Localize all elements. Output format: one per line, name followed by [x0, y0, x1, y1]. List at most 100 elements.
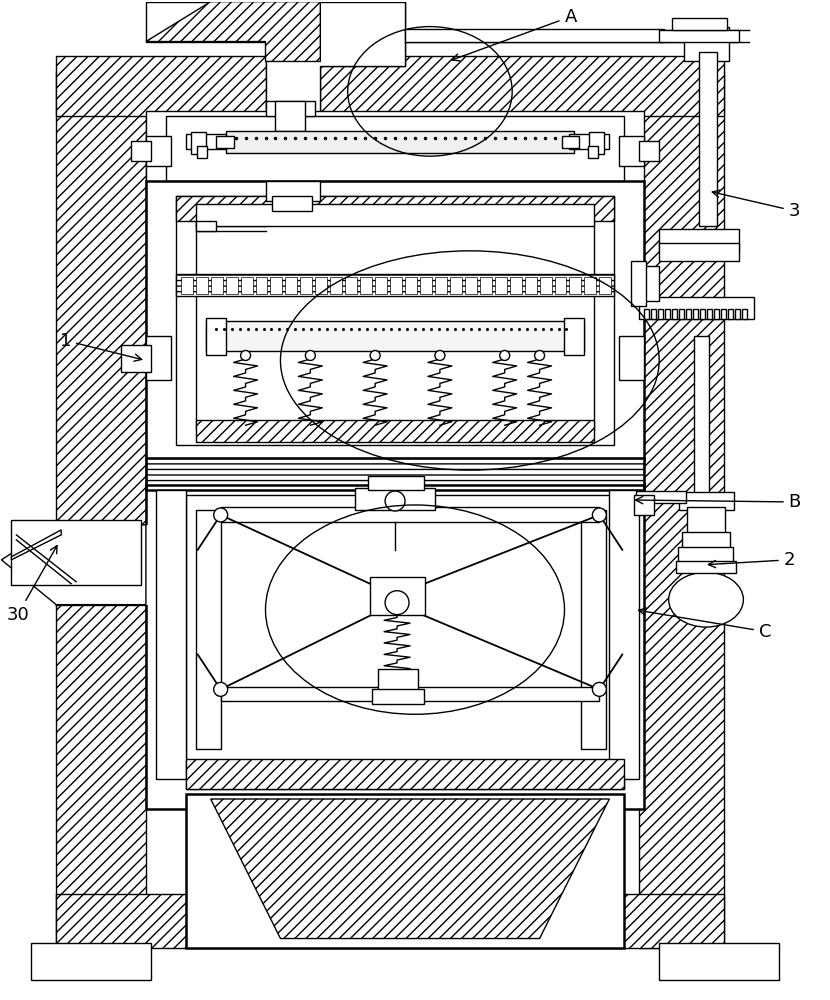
- Bar: [256, 277, 267, 294]
- Bar: [682, 532, 730, 550]
- Bar: [226, 277, 237, 294]
- Bar: [266, 181, 320, 201]
- Bar: [564, 318, 584, 355]
- Circle shape: [500, 351, 510, 360]
- Bar: [405, 29, 664, 42]
- Circle shape: [241, 351, 251, 360]
- Bar: [659, 30, 739, 42]
- Bar: [420, 277, 432, 294]
- Bar: [609, 490, 639, 779]
- Bar: [619, 136, 644, 166]
- Bar: [32, 943, 151, 980]
- Bar: [632, 261, 647, 306]
- Bar: [599, 277, 612, 294]
- Bar: [131, 141, 151, 161]
- Bar: [525, 277, 536, 294]
- Bar: [672, 18, 727, 30]
- Circle shape: [213, 508, 227, 522]
- Bar: [694, 336, 709, 495]
- Bar: [510, 277, 521, 294]
- Bar: [686, 309, 691, 319]
- Bar: [639, 71, 724, 948]
- Bar: [375, 277, 387, 294]
- Bar: [221, 687, 599, 701]
- Bar: [271, 277, 282, 294]
- Bar: [721, 309, 726, 319]
- Bar: [146, 458, 644, 490]
- Bar: [562, 136, 579, 148]
- Text: 30: 30: [7, 546, 57, 624]
- Bar: [196, 510, 221, 749]
- Bar: [197, 146, 207, 158]
- Bar: [56, 71, 146, 948]
- Bar: [370, 577, 425, 615]
- Bar: [540, 277, 552, 294]
- Bar: [678, 547, 733, 565]
- Bar: [196, 204, 594, 226]
- Bar: [665, 309, 670, 319]
- Bar: [176, 274, 614, 296]
- Bar: [206, 321, 584, 351]
- Bar: [390, 277, 402, 294]
- Bar: [637, 491, 686, 503]
- Bar: [679, 309, 684, 319]
- Bar: [450, 277, 461, 294]
- Text: B: B: [636, 493, 801, 511]
- Bar: [355, 488, 435, 510]
- Bar: [272, 196, 312, 211]
- Bar: [659, 943, 779, 980]
- Bar: [658, 309, 663, 319]
- Bar: [166, 116, 624, 181]
- Text: 3: 3: [712, 190, 800, 220]
- Bar: [300, 277, 312, 294]
- Circle shape: [435, 351, 445, 360]
- Text: C: C: [638, 608, 771, 641]
- Bar: [700, 309, 705, 319]
- Bar: [146, 181, 644, 460]
- Bar: [707, 309, 712, 319]
- Circle shape: [593, 682, 607, 696]
- Bar: [266, 101, 315, 116]
- Polygon shape: [146, 2, 405, 116]
- Bar: [639, 297, 754, 319]
- Circle shape: [305, 351, 315, 360]
- Bar: [728, 309, 733, 319]
- Bar: [372, 689, 424, 704]
- Bar: [652, 309, 657, 319]
- Bar: [266, 42, 320, 116]
- Bar: [634, 495, 654, 515]
- Bar: [176, 196, 614, 445]
- Bar: [495, 277, 506, 294]
- Bar: [639, 141, 659, 161]
- Bar: [676, 561, 736, 573]
- Bar: [186, 134, 226, 149]
- Bar: [146, 336, 171, 380]
- Bar: [435, 277, 447, 294]
- Bar: [588, 146, 598, 158]
- Bar: [714, 309, 719, 319]
- Bar: [330, 277, 342, 294]
- Bar: [735, 309, 740, 319]
- Bar: [186, 794, 624, 948]
- Bar: [271, 47, 315, 111]
- Bar: [480, 277, 491, 294]
- Bar: [687, 507, 725, 535]
- Bar: [634, 266, 659, 301]
- Bar: [378, 669, 418, 691]
- Bar: [221, 507, 599, 522]
- Bar: [584, 277, 597, 294]
- Bar: [216, 136, 233, 148]
- Bar: [56, 56, 724, 116]
- Bar: [196, 420, 594, 442]
- Bar: [12, 520, 141, 585]
- Bar: [196, 221, 216, 231]
- Bar: [360, 277, 372, 294]
- Bar: [369, 476, 424, 490]
- Bar: [644, 309, 649, 319]
- Bar: [569, 134, 609, 149]
- Bar: [589, 132, 604, 154]
- Bar: [276, 101, 305, 131]
- Bar: [405, 277, 417, 294]
- Bar: [146, 136, 171, 166]
- Bar: [156, 490, 186, 779]
